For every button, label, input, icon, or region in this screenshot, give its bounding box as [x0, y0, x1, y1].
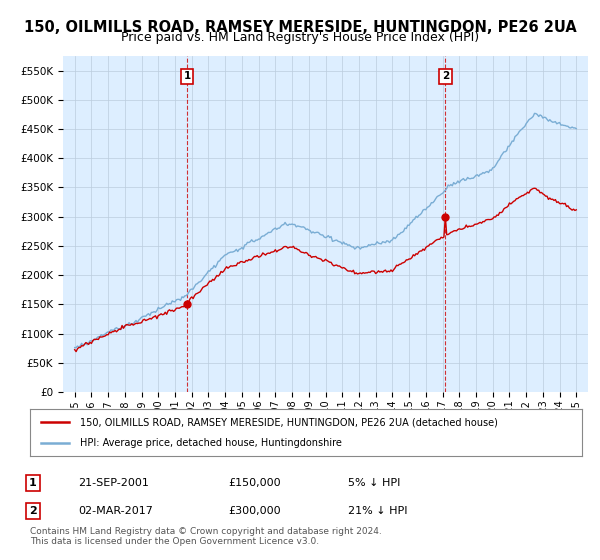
Text: 1: 1 — [184, 72, 191, 81]
Text: 21-SEP-2001: 21-SEP-2001 — [78, 478, 149, 488]
Text: 1: 1 — [29, 478, 37, 488]
Text: HPI: Average price, detached house, Huntingdonshire: HPI: Average price, detached house, Hunt… — [80, 438, 341, 448]
Text: Contains HM Land Registry data © Crown copyright and database right 2024.
This d: Contains HM Land Registry data © Crown c… — [30, 526, 382, 546]
Text: 21% ↓ HPI: 21% ↓ HPI — [348, 506, 407, 516]
Text: £150,000: £150,000 — [228, 478, 281, 488]
Text: 02-MAR-2017: 02-MAR-2017 — [78, 506, 153, 516]
Text: 2: 2 — [442, 72, 449, 81]
Text: 150, OILMILLS ROAD, RAMSEY MERESIDE, HUNTINGDON, PE26 2UA: 150, OILMILLS ROAD, RAMSEY MERESIDE, HUN… — [23, 20, 577, 35]
Text: £300,000: £300,000 — [228, 506, 281, 516]
Text: 2: 2 — [29, 506, 37, 516]
Text: 150, OILMILLS ROAD, RAMSEY MERESIDE, HUNTINGDON, PE26 2UA (detached house): 150, OILMILLS ROAD, RAMSEY MERESIDE, HUN… — [80, 417, 497, 427]
Text: 5% ↓ HPI: 5% ↓ HPI — [348, 478, 400, 488]
Text: Price paid vs. HM Land Registry's House Price Index (HPI): Price paid vs. HM Land Registry's House … — [121, 31, 479, 44]
